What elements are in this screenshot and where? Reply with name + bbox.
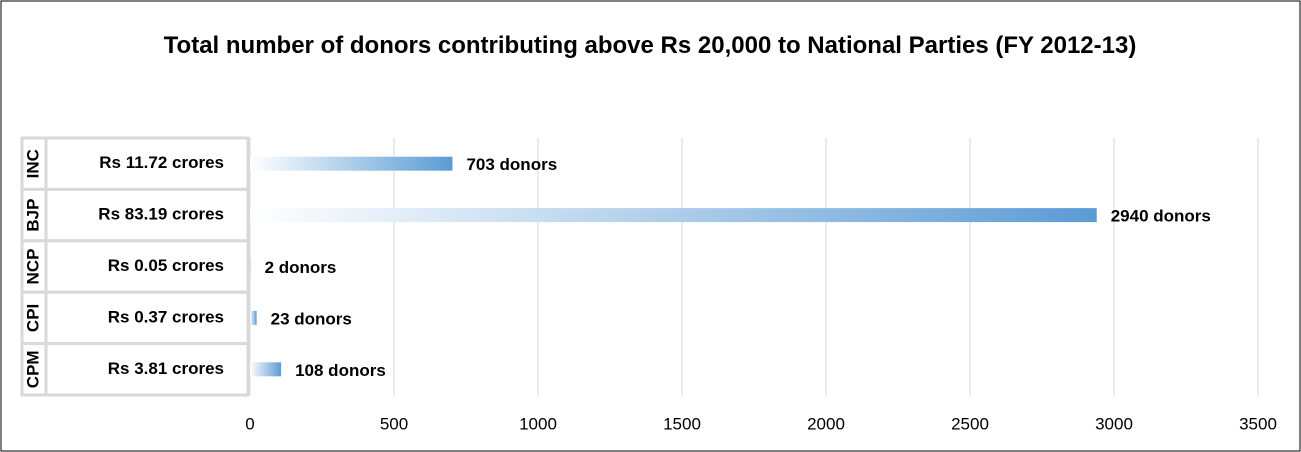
bar (250, 208, 1097, 223)
x-tick-label: 1500 (663, 414, 701, 433)
category-cell (44, 342, 250, 397)
bar (250, 156, 453, 171)
category-cell (20, 290, 48, 346)
category-label: Rs 3.81 crores (108, 359, 224, 378)
data-label: 2940 donors (1111, 207, 1211, 226)
x-tick-label: 3500 (1239, 414, 1277, 433)
data-label: 23 donors (271, 309, 352, 328)
category-label: Rs 0.05 crores (108, 256, 224, 275)
data-label: 2 donors (265, 258, 337, 277)
category-cell (44, 136, 250, 191)
bar (250, 259, 251, 274)
group-label: BJP (23, 199, 42, 232)
category-label: Rs 0.37 crores (108, 307, 224, 326)
bar (250, 362, 282, 377)
category-label: Rs 83.19 crores (98, 205, 224, 224)
bar (250, 310, 257, 325)
x-tick-label: 3000 (1095, 414, 1133, 433)
category-cell (44, 239, 250, 294)
group-label: CPI (23, 304, 42, 332)
x-tick-label: 2500 (951, 414, 989, 433)
data-label: 703 donors (466, 155, 557, 174)
category-label: Rs 11.72 crores (99, 153, 224, 172)
group-label: CPM (23, 350, 42, 388)
x-tick-label: 500 (380, 414, 408, 433)
title-box: Total number of donors contributing abov… (163, 32, 1137, 59)
group-label: NCP (23, 249, 42, 285)
x-tick-label: 2000 (807, 414, 845, 433)
x-tick-label: 1000 (519, 414, 557, 433)
group-label: INC (23, 149, 42, 178)
data-label: 108 donors (295, 361, 386, 380)
category-cell (20, 239, 48, 294)
chart-title: Total number of donors contributing abov… (163, 32, 1137, 59)
x-tick-label: 0 (245, 414, 254, 433)
